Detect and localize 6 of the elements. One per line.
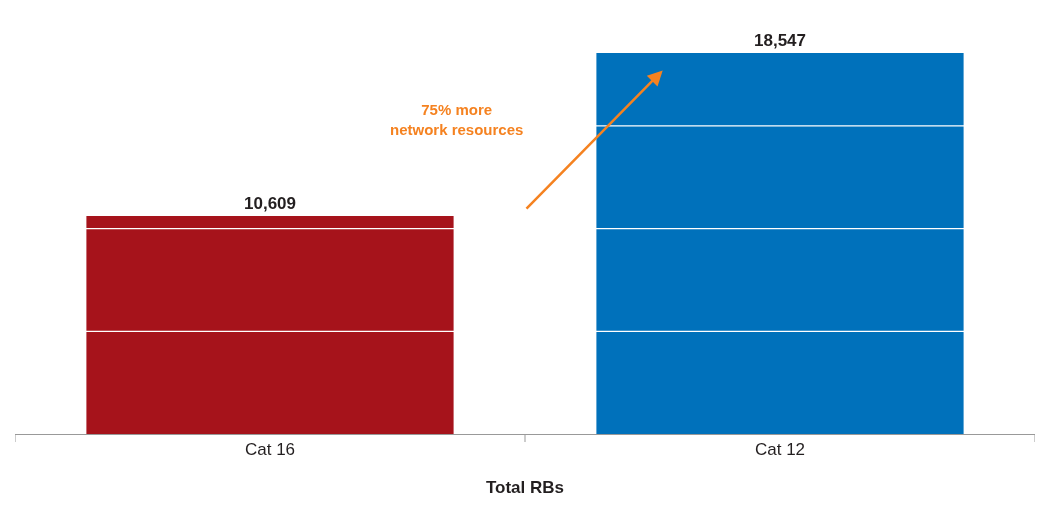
x-tick-label: Cat 16 (244, 440, 296, 460)
annotation: 75% more network resources (390, 101, 524, 138)
x-tick-label: Cat 12 (754, 440, 806, 460)
data-label: 18,547 (754, 31, 806, 51)
data-label: 10,609 (244, 194, 296, 214)
x-axis-title: Total RBs (485, 477, 565, 497)
